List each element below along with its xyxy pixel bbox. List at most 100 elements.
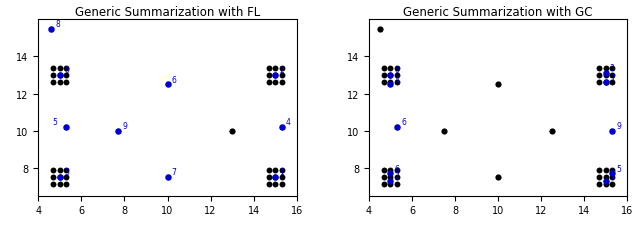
Point	[607, 168, 617, 172]
Point	[379, 176, 389, 179]
Point	[594, 66, 604, 70]
Point	[379, 74, 389, 77]
Point	[227, 129, 237, 133]
Point	[276, 74, 287, 77]
Point	[270, 176, 280, 179]
Point	[385, 172, 396, 175]
Point	[55, 176, 65, 179]
Point	[49, 183, 59, 187]
Point	[270, 74, 280, 77]
Text: 6: 6	[401, 118, 406, 127]
Point	[594, 168, 604, 172]
Point	[493, 176, 503, 179]
Point	[276, 66, 287, 70]
Point	[385, 183, 396, 187]
Point	[276, 81, 287, 85]
Point	[385, 83, 396, 87]
Point	[385, 66, 396, 70]
Point	[61, 126, 72, 129]
Text: 3: 3	[64, 168, 69, 176]
Point	[264, 81, 274, 85]
Text: 1: 1	[610, 171, 614, 180]
Point	[270, 176, 280, 179]
Point	[607, 129, 617, 133]
Point	[264, 176, 274, 179]
Point	[270, 66, 280, 70]
Point	[61, 183, 72, 187]
Point	[49, 81, 59, 85]
Point	[385, 176, 396, 179]
Text: 2: 2	[279, 66, 284, 75]
Text: 5: 5	[616, 164, 621, 173]
Text: 6: 6	[172, 75, 177, 84]
Point	[270, 74, 280, 77]
Point	[392, 176, 402, 179]
Point	[600, 81, 611, 85]
Point	[607, 172, 617, 175]
Point	[379, 183, 389, 187]
Point	[276, 176, 287, 179]
Point	[374, 28, 385, 31]
Point	[600, 72, 611, 76]
Point	[607, 176, 617, 179]
Point	[600, 74, 611, 77]
Point	[163, 83, 173, 87]
Point	[49, 74, 59, 77]
Point	[270, 81, 280, 85]
Text: 0: 0	[64, 66, 69, 75]
Point	[392, 66, 402, 70]
Point	[379, 168, 389, 172]
Point	[607, 81, 617, 85]
Point	[594, 81, 604, 85]
Point	[600, 168, 611, 172]
Point	[600, 66, 611, 70]
Point	[55, 176, 65, 179]
Point	[163, 176, 173, 179]
Point	[493, 83, 503, 87]
Point	[392, 81, 402, 85]
Point	[392, 183, 402, 187]
Point	[385, 74, 396, 77]
Point	[600, 176, 611, 179]
Point	[439, 129, 449, 133]
Point	[379, 66, 389, 70]
Point	[55, 81, 65, 85]
Text: 9: 9	[122, 121, 127, 130]
Point	[547, 129, 557, 133]
Point	[600, 183, 611, 187]
Point	[385, 81, 396, 85]
Point	[264, 66, 274, 70]
Point	[607, 66, 617, 70]
Point	[594, 176, 604, 179]
Point	[61, 74, 72, 77]
Point	[607, 183, 617, 187]
Point	[270, 183, 280, 187]
Point	[270, 168, 280, 172]
Text: 7: 7	[172, 168, 177, 176]
Point	[61, 66, 72, 70]
Title: Generic Summarization with FL: Generic Summarization with FL	[75, 6, 260, 19]
Point	[264, 74, 274, 77]
Text: 6: 6	[395, 164, 399, 173]
Point	[49, 66, 59, 70]
Point	[61, 81, 72, 85]
Point	[594, 74, 604, 77]
Point	[276, 183, 287, 187]
Point	[61, 176, 72, 179]
Point	[55, 66, 65, 70]
Point	[392, 74, 402, 77]
Point	[61, 168, 72, 172]
Point	[264, 168, 274, 172]
Point	[55, 168, 65, 172]
Point	[55, 74, 65, 77]
Point	[600, 81, 611, 85]
Point	[49, 176, 59, 179]
Point	[379, 81, 389, 85]
Text: 0: 0	[395, 66, 399, 75]
Point	[392, 168, 402, 172]
Text: 3: 3	[610, 64, 615, 73]
Title: Generic Summarization with GC: Generic Summarization with GC	[403, 6, 593, 19]
Text: 4: 4	[285, 118, 291, 127]
Text: 9: 9	[616, 121, 621, 130]
Point	[55, 183, 65, 187]
